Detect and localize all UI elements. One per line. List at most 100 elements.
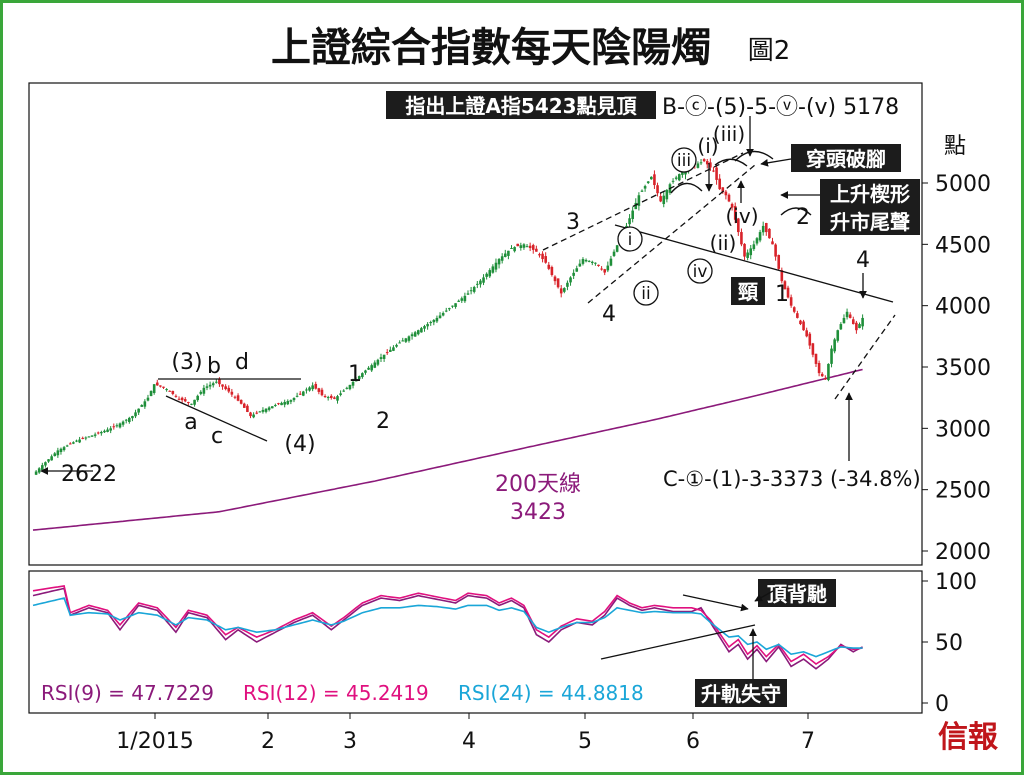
candle-up [202, 387, 206, 394]
box-break [791, 144, 901, 172]
x-tick-label: 5 [578, 729, 592, 754]
candle-down [159, 385, 162, 387]
x-tick-label: 3 [343, 729, 357, 754]
x-tick-label: 6 [686, 729, 700, 754]
candle-up [258, 411, 262, 413]
candle-up [485, 273, 488, 277]
candle-up [215, 381, 218, 383]
candle-up [606, 265, 610, 271]
circle-marker [671, 147, 697, 173]
candle-down [187, 402, 190, 404]
candle-up [342, 390, 346, 392]
candle-down [171, 390, 175, 394]
candle-down [317, 388, 321, 392]
trend-line [834, 314, 896, 400]
peak-wave-label: B-ⓒ-(5)-5-ⓥ-(v) 5178 [662, 95, 899, 120]
wave-label-d1: 1 [775, 282, 789, 307]
candle-down [174, 395, 178, 397]
candle-up [134, 412, 137, 417]
legend-rsi24: RSI(24) = 44.8818 [458, 681, 644, 705]
candle-up [858, 324, 861, 329]
candle-up [376, 359, 380, 365]
price-y-tick-label: 4500 [935, 233, 991, 258]
wave-label-d4: 4 [856, 248, 870, 273]
candle-up [308, 387, 311, 391]
box-rsi_top [758, 579, 836, 607]
candle-up [594, 262, 597, 264]
candle-up [109, 428, 112, 431]
candle-down [385, 352, 389, 354]
candle-down [799, 320, 802, 325]
box-neck [731, 277, 765, 305]
candle-down [768, 228, 771, 239]
rsi-y-tick-label: 100 [935, 570, 977, 595]
candle-down [789, 297, 793, 306]
figure-label: 圖2 [748, 36, 791, 66]
candle-up [752, 244, 756, 250]
candle-down [180, 397, 184, 401]
candle-up [861, 317, 864, 327]
candle-up [103, 430, 106, 433]
candle-up [196, 395, 199, 401]
price-panel [28, 82, 923, 566]
candle-up [746, 252, 749, 258]
candle-down [239, 399, 243, 404]
ma-name-label: 200天線 [495, 472, 581, 497]
x-tick-label: 7 [801, 729, 815, 754]
annotation-layer: 2622(3) b dac (4)1234iiiiiiiv(i)(iii)(iv)(i… [40, 91, 921, 525]
candle-up [165, 389, 168, 391]
candle-up [41, 465, 44, 470]
candle-down [553, 276, 557, 282]
candle-down [96, 432, 100, 434]
candle-up [348, 384, 352, 390]
candle-up [662, 195, 666, 205]
candle-up [87, 436, 91, 438]
candle-up [488, 270, 492, 277]
candle-down [743, 243, 746, 257]
candle-down [538, 254, 541, 256]
candle-down [771, 241, 774, 245]
candle-up [423, 326, 426, 329]
candle-down [224, 386, 227, 390]
candle-up [472, 287, 476, 292]
candle-up [413, 332, 417, 337]
candle-up [581, 259, 585, 264]
candle-up [634, 202, 638, 210]
wave-label-i: i [628, 230, 633, 250]
wave-label-ii: ii [641, 284, 650, 304]
candle-up [575, 268, 579, 272]
candle-up [357, 376, 361, 380]
candle-up [146, 397, 150, 401]
candle-up [199, 391, 203, 394]
candle-down [333, 397, 336, 399]
candle-up [845, 311, 849, 318]
candle-up [643, 186, 647, 189]
candle-up [131, 416, 134, 419]
candle-down [814, 353, 818, 364]
candle-up [513, 247, 516, 252]
candle-up [270, 406, 274, 409]
candle-down [851, 319, 855, 325]
candle-up [563, 288, 566, 292]
candle-up [50, 456, 53, 461]
candle-down [653, 174, 656, 186]
candle-up [466, 293, 470, 295]
candle-up [755, 238, 759, 244]
candle-up [267, 407, 271, 410]
arc-marker [714, 158, 748, 167]
candle-up [137, 408, 140, 413]
candle-down [68, 443, 72, 445]
candle-up [115, 425, 119, 427]
candle-up [637, 195, 641, 206]
price-y-axis: 2000 2500 3000 3500 4000 4500 5000 [922, 172, 991, 565]
pointer-arrow [760, 158, 792, 167]
box-wedge1 [820, 179, 920, 207]
price-y-tick-label: 3500 [935, 356, 991, 381]
candle-down [162, 386, 165, 388]
candle-up [612, 251, 616, 256]
candle-up [305, 389, 308, 391]
candle-up [836, 330, 840, 341]
wave-label-iii: iii [677, 151, 691, 171]
x-tick-label: 4 [462, 729, 476, 754]
